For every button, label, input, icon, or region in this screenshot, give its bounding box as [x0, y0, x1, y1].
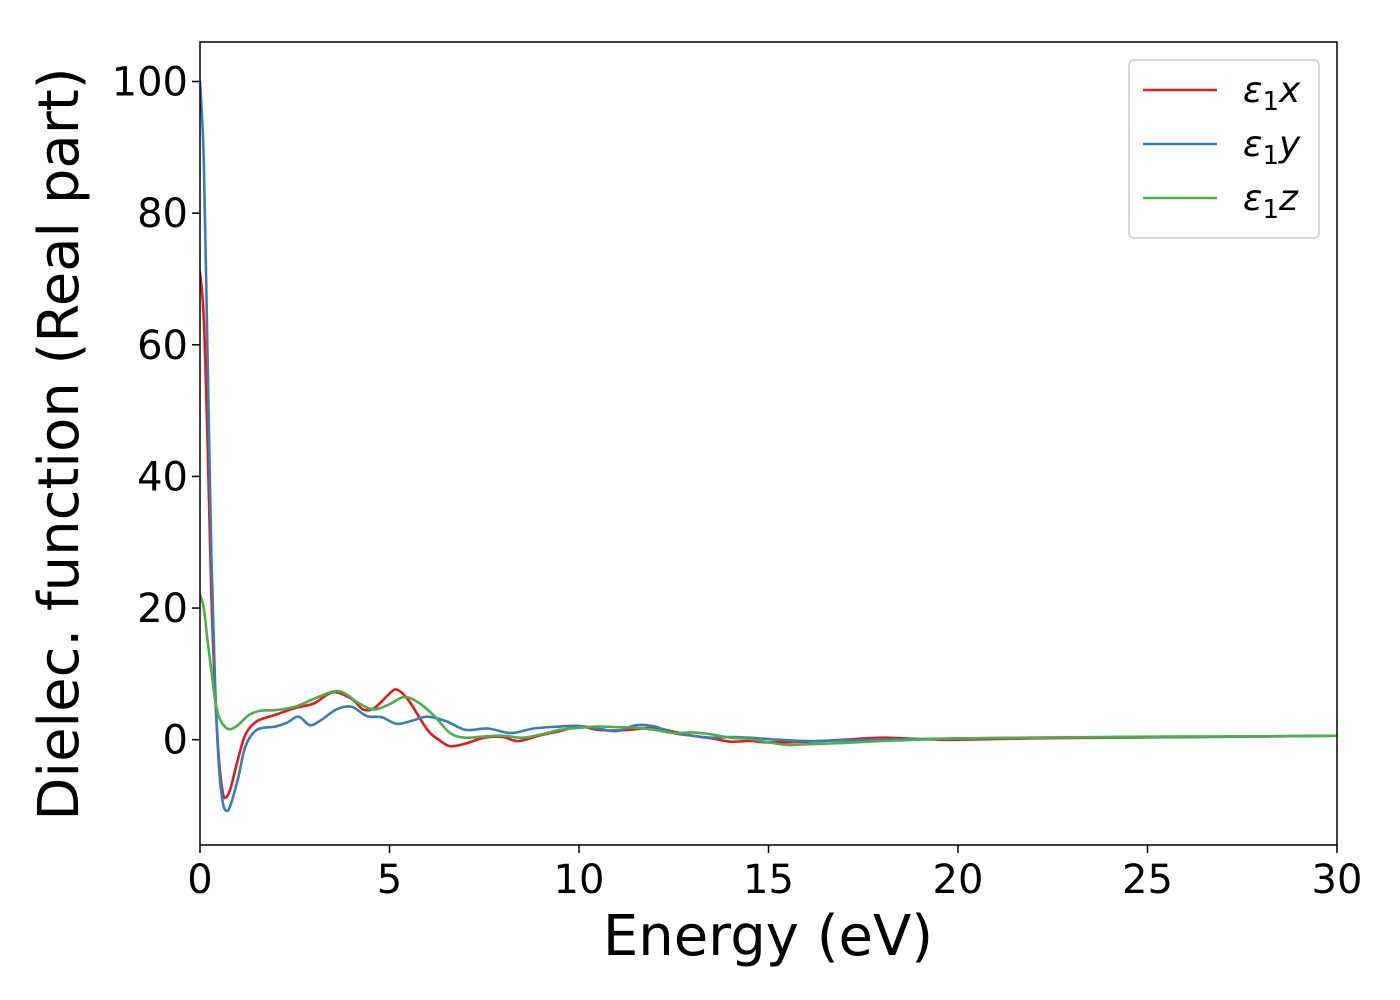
y-axis-label: Dielec. function (Real part) [27, 67, 92, 820]
legend-base: ε [1243, 178, 1262, 219]
y-axis-ticks: 0 20 40 60 80 100 [112, 59, 200, 764]
x-axis-ticks: 0 5 10 15 20 25 30 [187, 845, 1362, 903]
x-axis-label: Energy (eV) [603, 904, 933, 969]
legend-label-y: ε1y [1243, 124, 1301, 171]
x-tick-label: 0 [187, 857, 212, 903]
series-line-z [200, 593, 1337, 747]
x-tick-label: 15 [743, 857, 794, 903]
legend-subscript: 1 [1262, 195, 1279, 225]
y-tick-label: 100 [112, 59, 188, 105]
legend-base: ε [1243, 124, 1262, 165]
legend-base: ε [1243, 70, 1262, 111]
legend-label-z: ε1z [1243, 178, 1299, 225]
x-tick-label: 20 [933, 857, 984, 903]
x-tick-label: 10 [554, 857, 605, 903]
y-tick-label: 60 [137, 323, 188, 369]
series-layer [200, 80, 1337, 813]
x-tick-label: 30 [1312, 857, 1363, 903]
legend-box [1128, 59, 1320, 239]
y-tick-label: 80 [137, 191, 188, 237]
x-tick-label: 25 [1122, 857, 1173, 903]
y-tick-label: 20 [137, 586, 188, 632]
legend-tail: x [1278, 70, 1301, 111]
y-tick-label: 40 [137, 454, 188, 500]
legend-subscript: 1 [1262, 141, 1279, 171]
series-line-y [200, 80, 1337, 813]
legend-subscript: 1 [1262, 87, 1279, 117]
legend-tail: z [1278, 178, 1299, 219]
legend-label-x: ε1x [1243, 70, 1301, 117]
x-tick-label: 5 [377, 857, 402, 903]
y-tick-label: 0 [163, 718, 188, 764]
legend-tail: y [1278, 124, 1301, 165]
